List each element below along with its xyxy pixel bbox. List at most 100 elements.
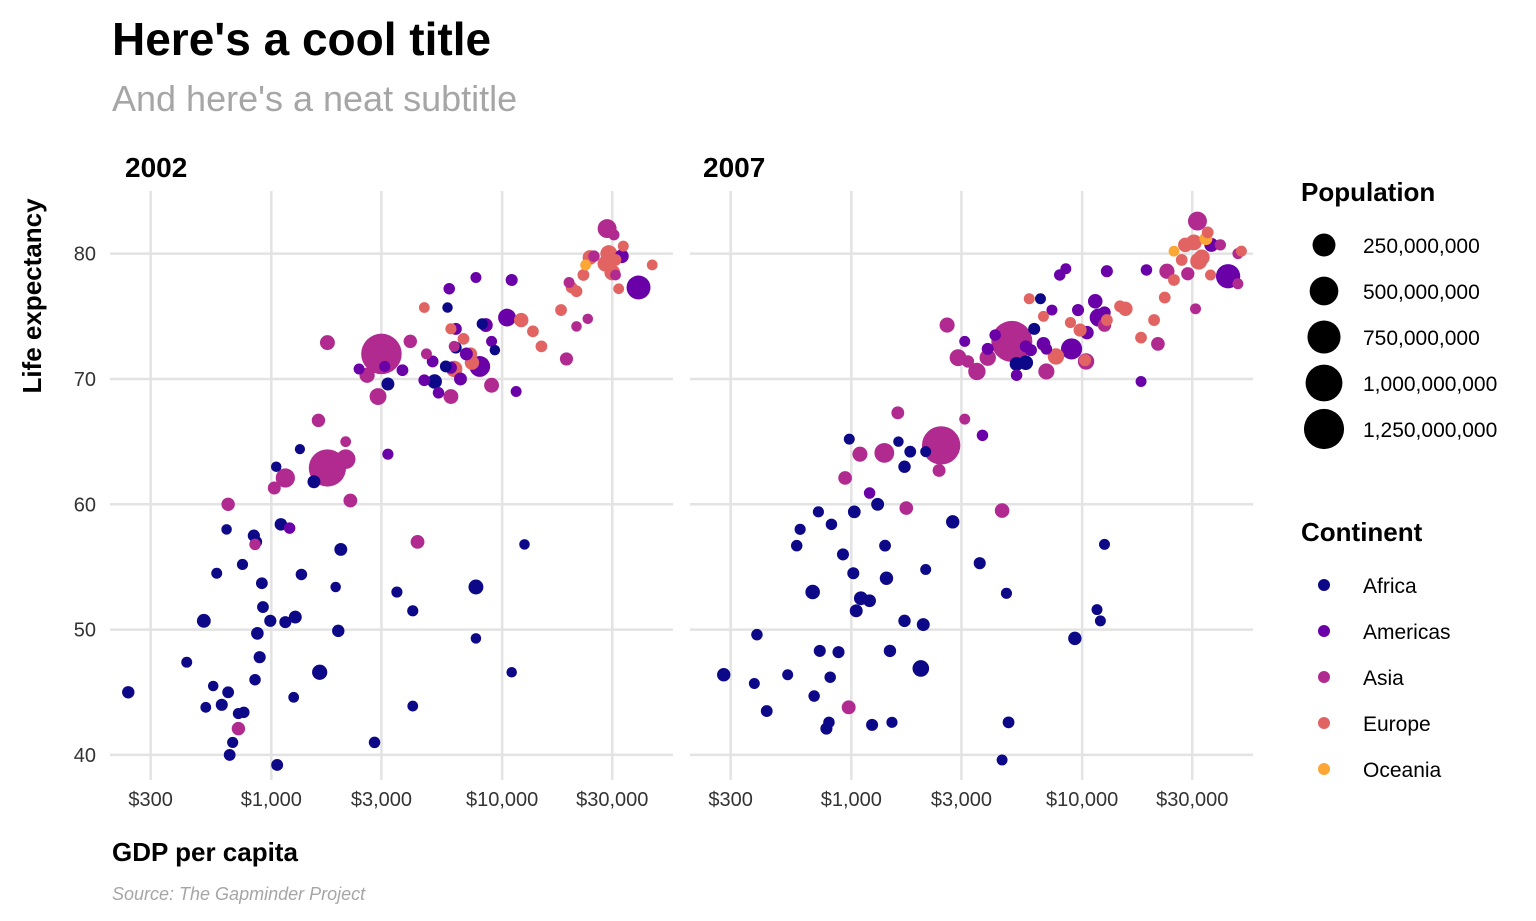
data-point-africa xyxy=(973,557,986,570)
data-point-asia xyxy=(559,352,574,366)
data-point-africa xyxy=(251,627,264,640)
continent-legend-key-africa xyxy=(1318,579,1330,591)
facet-panels: 2002 $300 $1,000 $3,000 $10,000 $30,000 40 50 60… xyxy=(74,152,1253,811)
data-point-americas xyxy=(626,275,651,300)
data-point-asia xyxy=(1190,303,1202,315)
data-point-africa xyxy=(832,646,845,659)
data-point-americas xyxy=(981,342,994,355)
data-point-americas xyxy=(396,364,409,377)
data-point-africa xyxy=(1009,357,1024,371)
data-point-asia xyxy=(991,320,1033,362)
data-point-europe xyxy=(646,259,658,271)
data-point-asia xyxy=(343,493,358,508)
data-point-asia xyxy=(563,276,575,288)
continent-legend-key-europe xyxy=(1318,717,1330,729)
data-point-africa xyxy=(1034,293,1046,305)
data-point-africa xyxy=(442,302,453,313)
data-point-europe xyxy=(570,285,583,298)
data-point-oceania xyxy=(580,259,591,271)
continent-legend-label-americas: Americas xyxy=(1363,621,1451,644)
data-point-americas xyxy=(432,387,445,399)
data-point-africa xyxy=(211,567,223,579)
data-point-americas xyxy=(283,522,296,534)
data-point-africa xyxy=(1028,322,1041,335)
panel-2002: 2002 $300 $1,000 $3,000 $10,000 $30,000 40 50 60… xyxy=(74,152,673,811)
x-tick-label: $10,000 xyxy=(1046,789,1118,811)
data-point-europe xyxy=(1168,274,1180,286)
data-point-africa xyxy=(1068,631,1082,646)
data-point-asia xyxy=(939,317,955,333)
data-point-africa xyxy=(871,497,885,511)
data-point-oceania xyxy=(1168,245,1180,257)
data-point-asia xyxy=(1187,211,1207,231)
data-point-africa xyxy=(883,644,897,658)
data-point-africa xyxy=(916,618,930,632)
data-point-asia xyxy=(610,269,621,281)
data-point-europe xyxy=(535,340,548,353)
data-point-africa xyxy=(207,680,219,692)
data-point-africa xyxy=(751,628,763,641)
data-point-africa xyxy=(279,616,292,629)
data-point-africa xyxy=(312,664,328,680)
data-point-africa xyxy=(489,344,501,356)
data-point-africa xyxy=(812,506,824,518)
data-point-europe xyxy=(609,254,622,266)
data-point-africa xyxy=(476,318,488,330)
y-tick-label: 40 xyxy=(74,745,96,767)
population-legend-label: 250,000,000 xyxy=(1363,235,1480,258)
data-point-africa xyxy=(790,539,803,552)
data-point-africa xyxy=(407,605,419,617)
data-point-asia xyxy=(1214,239,1226,251)
data-point-asia xyxy=(891,406,905,420)
data-point-africa xyxy=(227,736,239,748)
data-point-asia xyxy=(249,538,261,551)
data-point-europe xyxy=(1205,269,1217,281)
x-tick-label: $1,000 xyxy=(241,789,302,811)
data-point-americas xyxy=(1087,293,1103,309)
data-point-africa xyxy=(898,614,911,628)
y-tick-label: 50 xyxy=(74,620,96,642)
data-point-asia xyxy=(275,468,295,488)
population-legend-key xyxy=(1312,233,1336,257)
x-tick-label: $30,000 xyxy=(1156,789,1228,811)
data-point-africa xyxy=(264,614,277,627)
data-point-africa xyxy=(886,716,898,728)
data-point-europe xyxy=(457,332,470,345)
data-point-africa xyxy=(849,604,863,618)
data-point-africa xyxy=(122,686,135,699)
data-point-asia xyxy=(403,334,417,349)
data-point-africa xyxy=(863,594,876,608)
data-point-europe xyxy=(555,304,567,316)
data-point-americas xyxy=(443,283,455,295)
data-point-europe xyxy=(597,255,614,272)
data-point-africa xyxy=(843,433,855,445)
data-point-africa xyxy=(295,568,308,581)
population-legend-label: 750,000,000 xyxy=(1363,327,1480,350)
data-point-africa xyxy=(847,567,860,580)
data-point-africa xyxy=(824,671,836,683)
data-point-africa xyxy=(249,673,261,686)
data-point-europe xyxy=(1175,254,1188,266)
data-point-asia xyxy=(994,503,1010,518)
data-point-europe xyxy=(1148,314,1160,326)
data-point-africa xyxy=(898,460,911,473)
data-point-africa xyxy=(904,445,917,458)
data-point-africa xyxy=(506,666,517,678)
x-tick-label: $1,000 xyxy=(821,789,882,811)
data-point-asia xyxy=(582,313,594,325)
data-point-africa xyxy=(760,705,773,717)
data-point-africa xyxy=(253,651,266,664)
data-point-asia xyxy=(852,446,868,462)
data-point-africa xyxy=(294,444,306,455)
data-point-africa xyxy=(368,736,381,749)
data-point-europe xyxy=(1079,354,1092,367)
data-point-europe xyxy=(445,323,457,335)
data-point-africa xyxy=(879,571,894,585)
population-legend: Population 250,000,000 500,000,000 750,000… xyxy=(1301,177,1497,450)
data-point-asia xyxy=(311,413,326,428)
data-point-asia xyxy=(968,362,986,381)
data-point-europe xyxy=(1047,348,1065,365)
data-point-africa xyxy=(717,668,731,682)
data-point-europe xyxy=(1158,291,1171,304)
